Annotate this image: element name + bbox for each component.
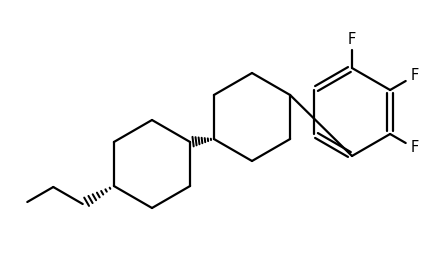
Text: F: F: [348, 33, 356, 47]
Text: F: F: [410, 140, 418, 155]
Text: F: F: [410, 69, 418, 84]
